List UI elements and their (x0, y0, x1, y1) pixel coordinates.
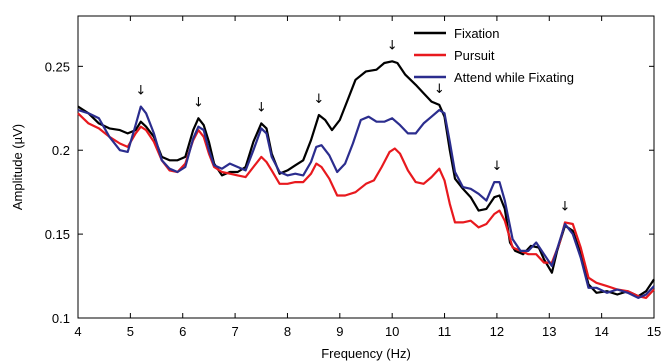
x-tick-label: 6 (179, 324, 186, 339)
y-tick-label: 0.15 (45, 227, 70, 242)
y-axis: 0.1 0.15 0.2 0.25 (45, 59, 654, 326)
peak-arrow-icon: ↓ (560, 199, 571, 214)
x-tick-label: 14 (594, 324, 608, 339)
series-line-attend-while-fixating (77, 105, 655, 299)
legend-label-fixation: Fixation (454, 26, 500, 41)
peak-arrow-icon: ↓ (387, 38, 398, 53)
x-tick-label: 10 (385, 324, 399, 339)
series-line-pursuit (77, 112, 655, 299)
peak-arrow-icon: ↓ (193, 95, 204, 110)
peak-arrow-icon: ↓ (313, 92, 324, 107)
peak-arrow-icon: ↓ (434, 82, 445, 97)
x-axis: 4 5 6 7 8 9 10 11 12 13 14 15 (74, 16, 661, 339)
y-tick-label: 0.25 (45, 59, 70, 74)
x-tick-label: 7 (231, 324, 238, 339)
x-tick-label: 11 (438, 324, 452, 339)
x-tick-label: 5 (127, 324, 134, 339)
x-axis-title: Frequency (Hz) (321, 346, 411, 361)
x-tick-label: 9 (336, 324, 343, 339)
legend: Fixation Pursuit Attend while Fixating (414, 26, 574, 85)
y-axis-title: Amplitude (µV) (10, 124, 25, 210)
peak-arrows: ↓ ↓ ↓ ↓ ↓ ↓ ↓ ↓ (135, 38, 570, 214)
legend-label-pursuit: Pursuit (454, 48, 495, 63)
x-tick-label: 12 (490, 324, 504, 339)
series-layer (77, 60, 655, 299)
peak-arrow-icon: ↓ (135, 84, 146, 99)
x-tick-label: 4 (74, 324, 81, 339)
peak-arrow-icon: ↓ (491, 159, 502, 174)
series-line-fixation (77, 60, 655, 298)
x-tick-label: 15 (647, 324, 661, 339)
y-tick-label: 0.2 (52, 143, 70, 158)
x-tick-label: 13 (542, 324, 556, 339)
y-tick-label: 0.1 (52, 311, 70, 326)
x-tick-label: 8 (284, 324, 291, 339)
plot-frame (77, 15, 655, 319)
peak-arrow-icon: ↓ (256, 100, 267, 115)
legend-label-attend-while-fixating: Attend while Fixating (454, 70, 574, 85)
